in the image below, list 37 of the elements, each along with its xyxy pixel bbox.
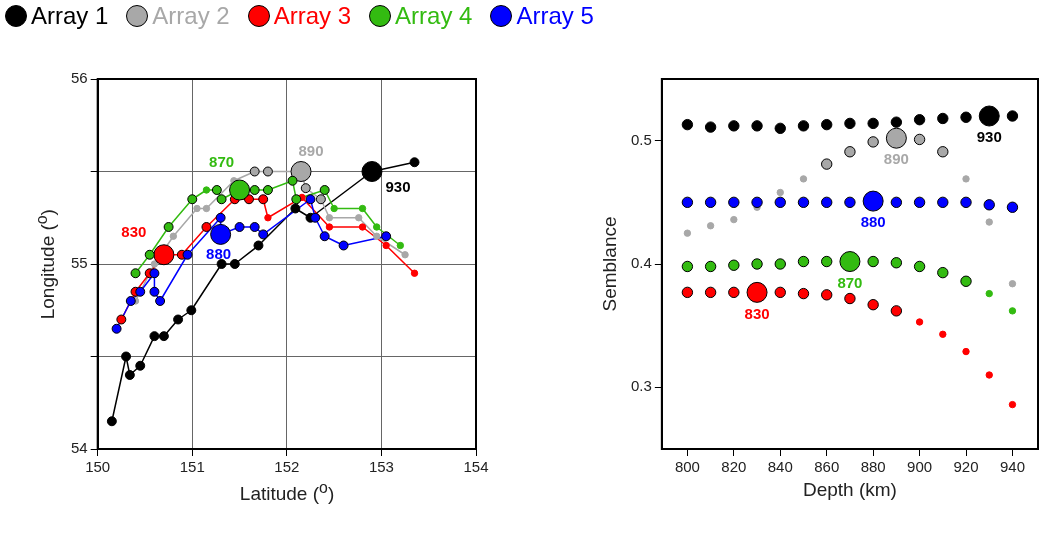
legend-label: Array 3 — [273, 2, 352, 30]
x-tick-label: 880 — [860, 458, 886, 476]
y-tick-label: 0.5 — [630, 130, 652, 148]
y-tick-label: 0.3 — [630, 377, 652, 395]
x-tick-label: 150 — [85, 458, 111, 476]
legend-label: Array 5 — [516, 2, 594, 30]
x-axis-title: Depth (km) — [802, 479, 897, 501]
annotation: 870 — [209, 153, 235, 171]
annotation: 830 — [744, 304, 770, 322]
x-tick-label: 151 — [179, 458, 205, 476]
annotation: 870 — [837, 273, 863, 291]
y-tick-label: 54 — [71, 439, 88, 457]
x-tick-label: 152 — [274, 458, 300, 476]
annotation: 890 — [883, 150, 909, 168]
y-tick-label: 55 — [71, 254, 88, 272]
x-tick-label: 154 — [463, 458, 489, 476]
annotation: 880 — [206, 244, 232, 262]
x-axis-title: Latitude ($^{o}$) — [239, 479, 335, 506]
x-tick-label: 800 — [674, 458, 700, 476]
x-tick-label: 920 — [953, 458, 979, 476]
legend-label: Array 4 — [395, 2, 473, 30]
x-tick-label: 840 — [767, 458, 793, 476]
annotation: 930 — [976, 128, 1002, 146]
annotation: 830 — [121, 222, 147, 240]
x-tick-label: 820 — [721, 458, 747, 476]
y-tick-label: 56 — [71, 69, 88, 87]
x-tick-label: 153 — [368, 458, 394, 476]
annotation: 880 — [860, 213, 886, 231]
x-tick-label: 860 — [814, 458, 840, 476]
legend-label: Array 1 — [31, 2, 109, 30]
annotation: 890 — [298, 141, 324, 159]
annotation: 930 — [385, 177, 411, 195]
legend-label: Array 2 — [152, 2, 230, 30]
x-tick-label: 900 — [907, 458, 933, 476]
y-axis-title: Semblance — [598, 216, 621, 312]
x-tick-label: 940 — [999, 458, 1025, 476]
y-tick-label: 0.4 — [630, 254, 652, 272]
